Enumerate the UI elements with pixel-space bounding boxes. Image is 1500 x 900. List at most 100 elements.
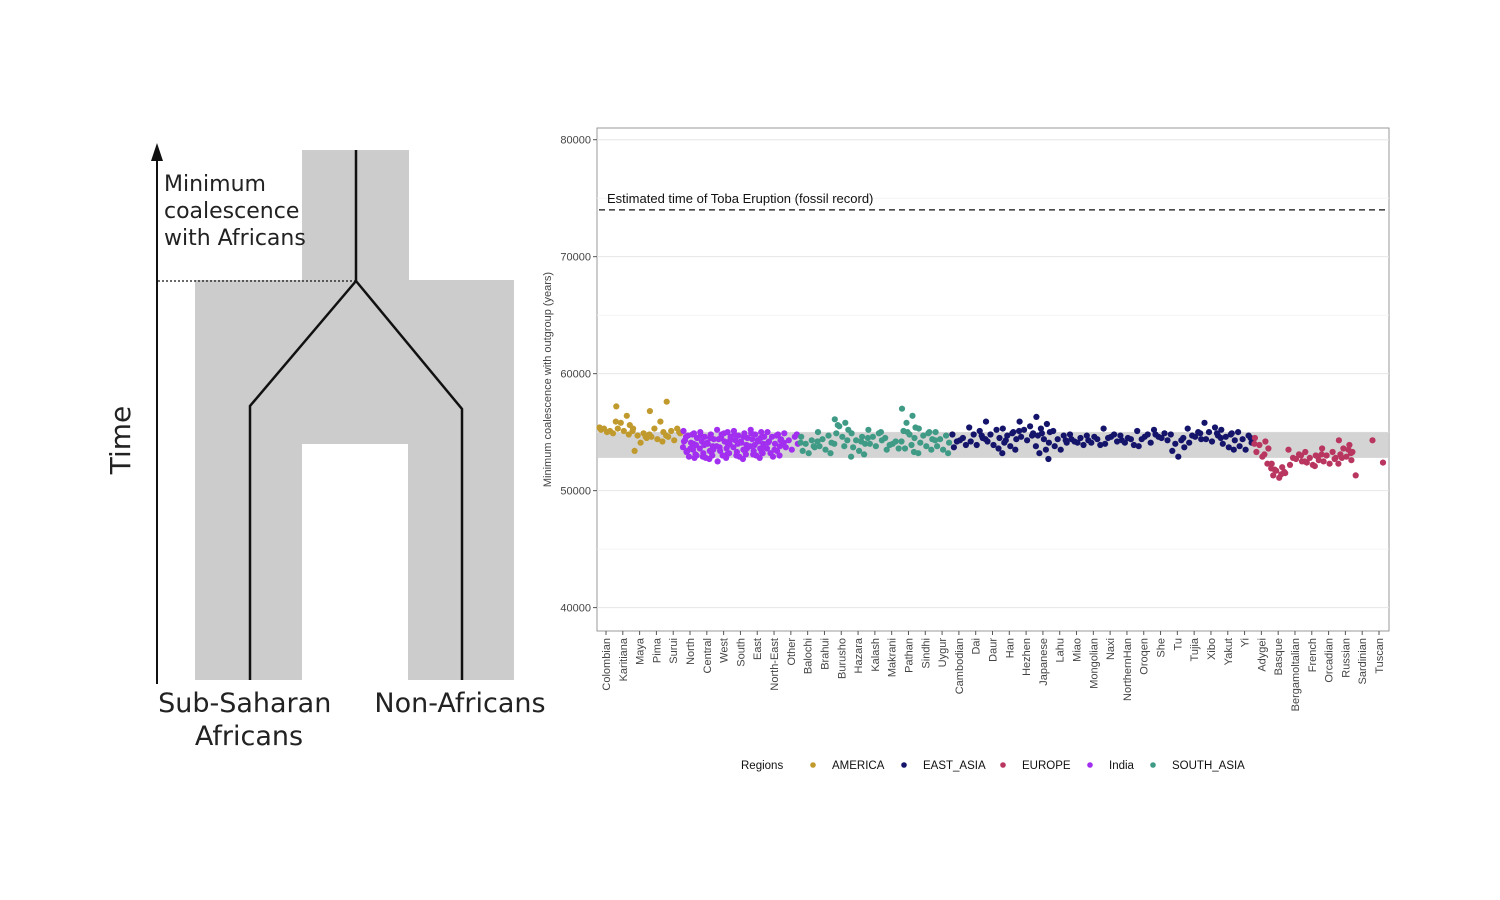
data-point — [1016, 427, 1023, 435]
data-point — [1346, 441, 1353, 449]
data-point — [928, 446, 935, 453]
data-point — [1158, 434, 1165, 442]
legend-swatch — [901, 762, 907, 768]
data-point — [1297, 452, 1305, 459]
data-point — [825, 432, 832, 439]
data-point — [643, 434, 650, 442]
data-point — [1012, 446, 1019, 453]
data-point — [1292, 455, 1300, 463]
data-point — [912, 424, 919, 431]
data-point — [1242, 446, 1249, 453]
data-point — [1352, 472, 1359, 479]
data-point — [1036, 450, 1043, 457]
data-point — [630, 425, 637, 432]
x-tick-label: Yakut — [1223, 638, 1235, 665]
data-point — [811, 444, 818, 451]
data-point — [1117, 432, 1124, 439]
data-point — [634, 432, 641, 439]
data-point — [962, 441, 970, 449]
data-point — [788, 446, 795, 453]
data-point — [911, 434, 918, 442]
data-point — [1285, 446, 1292, 453]
data-point — [1282, 470, 1289, 477]
data-point — [1180, 434, 1187, 442]
data-point — [1347, 450, 1354, 457]
data-point — [1340, 445, 1347, 452]
legend-entry: EUROPE — [1022, 760, 1071, 772]
data-point — [742, 451, 750, 458]
data-point — [718, 434, 725, 442]
x-tick-label: Daur — [988, 638, 1000, 662]
x-tick-label: South — [735, 638, 747, 667]
x-tick-label: Hezhen — [1021, 638, 1033, 676]
data-point — [908, 441, 915, 449]
data-point — [1228, 430, 1235, 437]
data-point — [999, 425, 1006, 432]
data-point — [1259, 453, 1266, 460]
y-tick-label: 70000 — [560, 252, 591, 264]
time-axis-arrowhead — [151, 143, 163, 161]
data-point — [757, 434, 764, 442]
data-point — [1127, 436, 1134, 443]
data-point — [1040, 436, 1047, 443]
data-point — [646, 408, 654, 415]
data-point — [737, 438, 745, 445]
data-point — [677, 430, 684, 437]
y-tick-label: 60000 — [560, 369, 591, 381]
data-point — [757, 445, 764, 452]
data-point — [1273, 467, 1280, 474]
data-point — [707, 431, 714, 438]
data-point — [684, 447, 691, 454]
data-point — [872, 443, 880, 450]
data-point — [1335, 437, 1342, 444]
data-point — [1208, 438, 1216, 445]
data-point — [716, 444, 723, 451]
data-point — [1009, 430, 1016, 437]
x-tick-label: Tujia — [1189, 637, 1201, 661]
data-point — [689, 431, 696, 438]
data-point — [680, 438, 688, 445]
points-layer — [596, 398, 1387, 481]
data-point — [697, 432, 704, 439]
data-point — [687, 445, 694, 452]
data-point — [1222, 433, 1229, 440]
data-point — [987, 431, 994, 438]
x-tick-label: Han — [1004, 638, 1016, 658]
data-point — [710, 436, 717, 443]
data-point — [690, 440, 697, 447]
data-point — [1301, 458, 1308, 465]
data-point — [1369, 437, 1376, 444]
data-point — [785, 437, 792, 444]
data-point — [637, 439, 644, 446]
data-point — [1141, 433, 1148, 440]
data-point — [862, 440, 869, 447]
data-point — [925, 430, 932, 437]
x-tick-label: Sardinian — [1357, 638, 1369, 684]
data-point — [1178, 437, 1185, 444]
data-point — [721, 430, 728, 437]
data-point — [730, 427, 738, 435]
data-point — [808, 437, 815, 444]
x-tick-label: West — [719, 638, 731, 663]
data-point — [982, 418, 990, 425]
data-point — [869, 433, 877, 440]
data-point — [1253, 448, 1260, 456]
data-point — [625, 431, 632, 438]
data-point — [626, 422, 633, 429]
data-point — [937, 436, 944, 443]
data-point — [910, 448, 918, 456]
data-point — [834, 422, 841, 429]
x-tick-label: Basque — [1273, 638, 1285, 675]
data-point — [1007, 443, 1014, 450]
data-point — [848, 453, 855, 460]
data-point — [1097, 441, 1104, 449]
data-point — [979, 434, 986, 442]
data-point — [727, 433, 734, 440]
data-point — [767, 450, 774, 457]
legend: Regions AMERICA EAST_ASIA EUROPE India SOUTH_… — [741, 760, 1245, 772]
data-point — [754, 437, 761, 444]
data-point — [1010, 429, 1017, 436]
data-point — [657, 418, 664, 425]
data-point — [747, 426, 754, 433]
